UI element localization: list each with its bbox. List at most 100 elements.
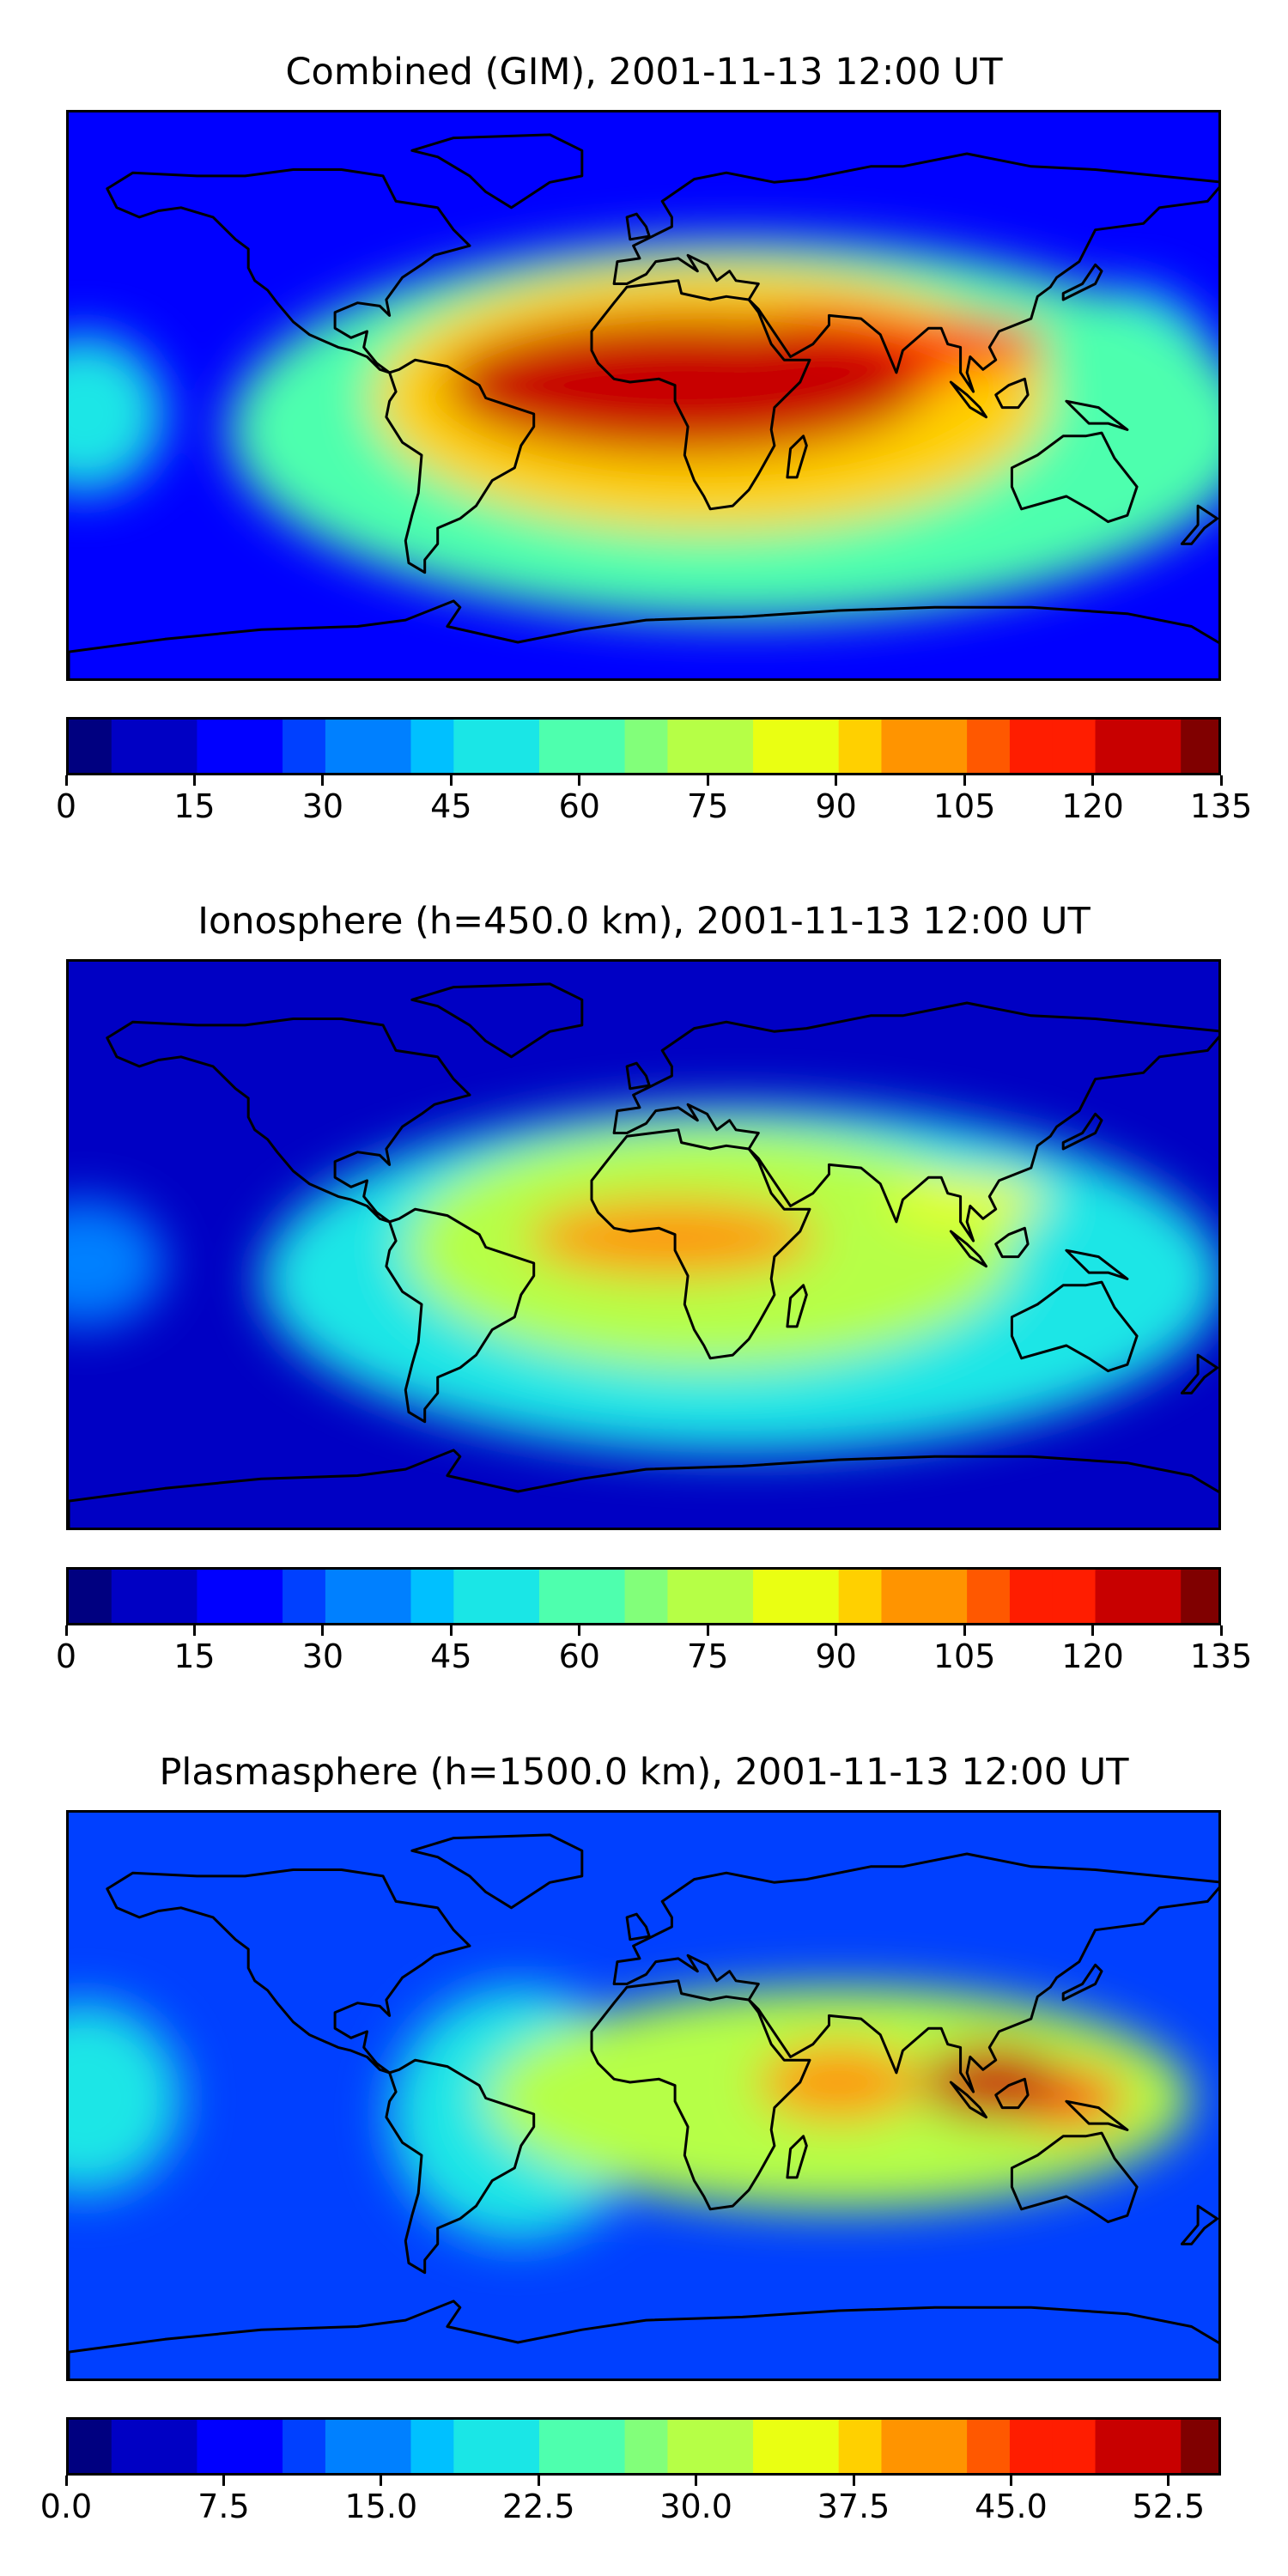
map-ionosphere [66, 959, 1221, 1530]
colorbar-tick-label: 105 [933, 1637, 996, 1675]
colorbar-segment [710, 2420, 754, 2473]
coastline [410, 982, 584, 1059]
colorbar-tick-label: 75 [687, 1637, 729, 1675]
colorbar-tick [1167, 2476, 1170, 2486]
colorbar-segment [453, 1570, 497, 1623]
colorbar-tick [192, 775, 196, 786]
coastline [625, 1912, 651, 1941]
colorbar-ionosphere [66, 1567, 1221, 1625]
colorbar-tick-label: 135 [1189, 1637, 1253, 1675]
tec-field [69, 1104, 1218, 1454]
colorbar-tick [449, 775, 453, 786]
colorbar-tick [449, 1625, 453, 1636]
colorbar-segment [1009, 1570, 1054, 1623]
coastline [994, 377, 1030, 410]
colorbar-tick-label: 15.0 [344, 2488, 418, 2525]
colorbar-segment [496, 1570, 540, 1623]
colorbar-segment [1181, 2420, 1218, 2473]
colorbar-segment [581, 720, 626, 773]
colorbar-segment [1009, 2420, 1054, 2473]
colorbar-segment [325, 720, 369, 773]
map-combined [66, 110, 1221, 681]
coastline [385, 358, 536, 574]
colorbar-segment [111, 720, 155, 773]
colorbar-tick [321, 775, 325, 786]
colorbar-segment [924, 1570, 968, 1623]
coastline [410, 1833, 584, 1910]
colorbar-tick-label: 90 [815, 787, 857, 825]
colorbar-tick-label: 15 [173, 1637, 216, 1675]
coastline [1010, 1280, 1139, 1373]
colorbar-segment [410, 720, 454, 773]
colorbar-tick [380, 2476, 383, 2486]
colorbar-tick-label: 120 [1061, 787, 1124, 825]
colorbar-tick-label: 0.0 [39, 2488, 93, 2525]
colorbar-segment [795, 1570, 840, 1623]
coastline [1180, 1353, 1218, 1394]
colorbar-tick-label: 45 [430, 1637, 472, 1675]
colorbar-segment [753, 1570, 797, 1623]
tec-contour [921, 2044, 1064, 2121]
colorbar-tick-label: 45.0 [975, 2488, 1048, 2525]
colorbar-segment [838, 1570, 883, 1623]
colorbar-tick-label: 37.5 [817, 2488, 890, 2525]
colorbar-segment [368, 1570, 412, 1623]
coastline [625, 212, 651, 241]
colorbar-combined [66, 717, 1221, 775]
colorbar-segment [496, 2420, 540, 2473]
colorbar-segment [410, 1570, 454, 1623]
map-plasmasphere [66, 1810, 1221, 2381]
colorbar-tick-label: 120 [1061, 1637, 1124, 1675]
coastline [786, 1284, 808, 1328]
colorbar-tick [64, 1625, 68, 1636]
colorbar-segment [967, 1570, 1011, 1623]
coastline [949, 380, 987, 419]
colorbar-segment [283, 1570, 326, 1623]
colorbar-segment [154, 720, 198, 773]
colorbar-segment [924, 720, 968, 773]
tec-contour [886, 1174, 1048, 1225]
colorbar-segment [624, 720, 668, 773]
coastline [994, 2077, 1030, 2110]
colorbar-segment [1052, 720, 1097, 773]
colorbar-segment [538, 2420, 583, 2473]
colorbar-segment [197, 1570, 240, 1623]
coastline [994, 1226, 1030, 1259]
colorbar-segment [710, 720, 754, 773]
tec-field [69, 239, 1218, 621]
colorbar-segment [368, 720, 412, 773]
coastline [1065, 399, 1129, 431]
colorbar-tick [706, 775, 709, 786]
colorbar-segment [496, 720, 540, 773]
coastline [1180, 504, 1218, 545]
colorbar-segment [753, 2420, 797, 2473]
colorbar-segment [881, 1570, 925, 1623]
colorbar-segment [667, 1570, 711, 1623]
coastline [385, 2058, 536, 2275]
colorbar-segment [538, 720, 583, 773]
colorbar-tick-label: 52.5 [1132, 2488, 1206, 2525]
colorbar-segment [69, 1570, 112, 1623]
colorbar-segment [1095, 720, 1139, 773]
colorbar-segment [795, 720, 840, 773]
colorbar-segment [154, 2420, 198, 2473]
colorbar-segment [111, 1570, 155, 1623]
colorbar-segment [967, 720, 1011, 773]
coastline [69, 1449, 1218, 1528]
coastline [1010, 431, 1139, 524]
colorbar-tick-label: 7.5 [197, 2488, 250, 2525]
colorbar-tick [835, 775, 838, 786]
coastline [410, 133, 584, 210]
tec-field [69, 1987, 1192, 2241]
coastline [1061, 1963, 1103, 2002]
coastline [69, 599, 1218, 678]
colorbar-segment [240, 1570, 283, 1623]
colorbar-segment [197, 720, 240, 773]
coastline [1065, 1249, 1129, 1280]
colorbar-segment [154, 1570, 198, 1623]
colorbar-segment [1095, 1570, 1139, 1623]
colorbar-tick [706, 1625, 709, 1636]
colorbar-ticks-plasmasphere: 0.0 7.5 15.0 22.5 30.0 37.5 45.0 52.5 [40, 2476, 1221, 2527]
colorbar-tick-label: 0 [55, 1637, 77, 1675]
coastline [949, 1230, 987, 1268]
